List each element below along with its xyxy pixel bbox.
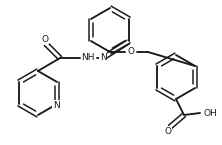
Text: N: N (53, 100, 59, 109)
Text: N: N (100, 52, 106, 61)
Text: NH: NH (81, 52, 95, 61)
Text: O: O (42, 35, 48, 44)
Text: OH: OH (203, 108, 217, 117)
Text: O: O (165, 127, 172, 136)
Text: O: O (127, 48, 135, 57)
